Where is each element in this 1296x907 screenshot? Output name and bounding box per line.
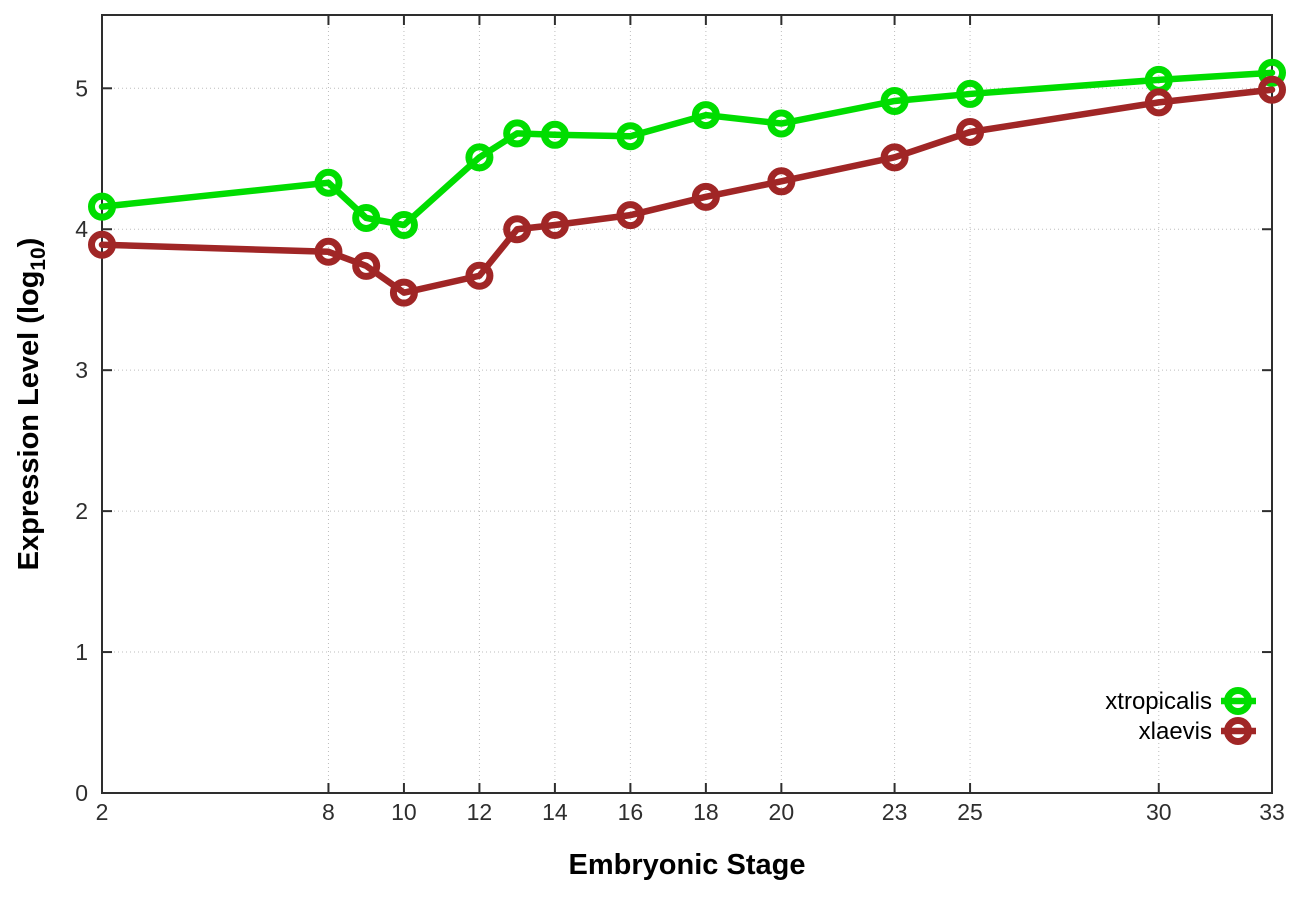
x-tick-label: 14 bbox=[542, 799, 568, 825]
y-tick-label: 2 bbox=[75, 498, 88, 524]
legend-label-xtropicalis: xtropicalis bbox=[1105, 688, 1212, 715]
series-xtropicalis-point bbox=[880, 86, 909, 115]
series-xlaevis-point bbox=[956, 117, 985, 146]
series-xlaevis-point bbox=[767, 167, 796, 196]
x-tick-label: 2 bbox=[96, 799, 109, 825]
series-xtropicalis-point bbox=[314, 168, 343, 197]
x-tick-label: 8 bbox=[322, 799, 335, 825]
series-xtropicalis-point bbox=[389, 211, 418, 240]
x-tick-label: 16 bbox=[618, 799, 644, 825]
x-tick-label: 23 bbox=[882, 799, 908, 825]
y-tick-label: 0 bbox=[75, 780, 88, 806]
y-tick-label: 4 bbox=[75, 216, 88, 242]
x-axis-title: Embryonic Stage bbox=[569, 849, 806, 881]
series-xtropicalis-point bbox=[767, 109, 796, 138]
series-xtropicalis-point bbox=[616, 122, 645, 151]
x-tick-label: 10 bbox=[391, 799, 417, 825]
series-xtropicalis-point bbox=[956, 79, 985, 108]
x-tick-label: 30 bbox=[1146, 799, 1172, 825]
series-xtropicalis-point bbox=[503, 119, 532, 148]
series-xlaevis-point bbox=[616, 201, 645, 230]
series-xlaevis-point bbox=[880, 143, 909, 172]
y-tick-label: 5 bbox=[75, 75, 88, 101]
series-xtropicalis-point bbox=[465, 143, 494, 172]
series-xlaevis-point bbox=[1144, 88, 1173, 117]
plot-border bbox=[101, 14, 1273, 794]
y-axis-title-close: ) bbox=[13, 238, 45, 248]
x-tick-label: 20 bbox=[769, 799, 795, 825]
series-xlaevis-point bbox=[314, 237, 343, 266]
y-tick-label: 3 bbox=[75, 357, 88, 383]
series-xtropicalis-point bbox=[88, 192, 116, 221]
series-xlaevis-point bbox=[389, 278, 418, 307]
legend-sample-marker-xlaevis bbox=[1224, 717, 1252, 745]
series-xlaevis-point bbox=[465, 261, 494, 290]
legend-label-xlaevis: xlaevis bbox=[1139, 718, 1212, 745]
series-xlaevis-point bbox=[1258, 75, 1286, 104]
x-tick-label: 12 bbox=[467, 799, 493, 825]
legend-layer: xtropicalis xlaevis bbox=[1105, 687, 1256, 745]
y-axis-title-subscript: 10 bbox=[27, 247, 50, 270]
series-xlaevis-point bbox=[691, 182, 720, 211]
y-tick-label: 1 bbox=[75, 639, 88, 665]
y-axis-title: Expression Level (log10) bbox=[13, 238, 50, 571]
x-tick-label: 25 bbox=[957, 799, 983, 825]
grid-layer bbox=[102, 15, 1272, 793]
x-tick-label: 18 bbox=[693, 799, 719, 825]
series-xlaevis-point bbox=[88, 230, 116, 259]
legend-sample-marker-xtropicalis bbox=[1224, 687, 1252, 715]
series-xtropicalis-point bbox=[691, 101, 720, 130]
series-xtropicalis-point bbox=[540, 120, 569, 149]
series-xtropicalis-point bbox=[352, 203, 381, 232]
series-layer bbox=[88, 58, 1286, 307]
series-xlaevis-point bbox=[352, 251, 381, 280]
y-axis-title-main: Expression Level (log bbox=[13, 271, 45, 571]
series-xlaevis-point bbox=[503, 215, 532, 244]
series-xtropicalis-point bbox=[1258, 58, 1286, 87]
series-xlaevis-point bbox=[540, 211, 569, 240]
x-tick-label: 33 bbox=[1259, 799, 1285, 825]
